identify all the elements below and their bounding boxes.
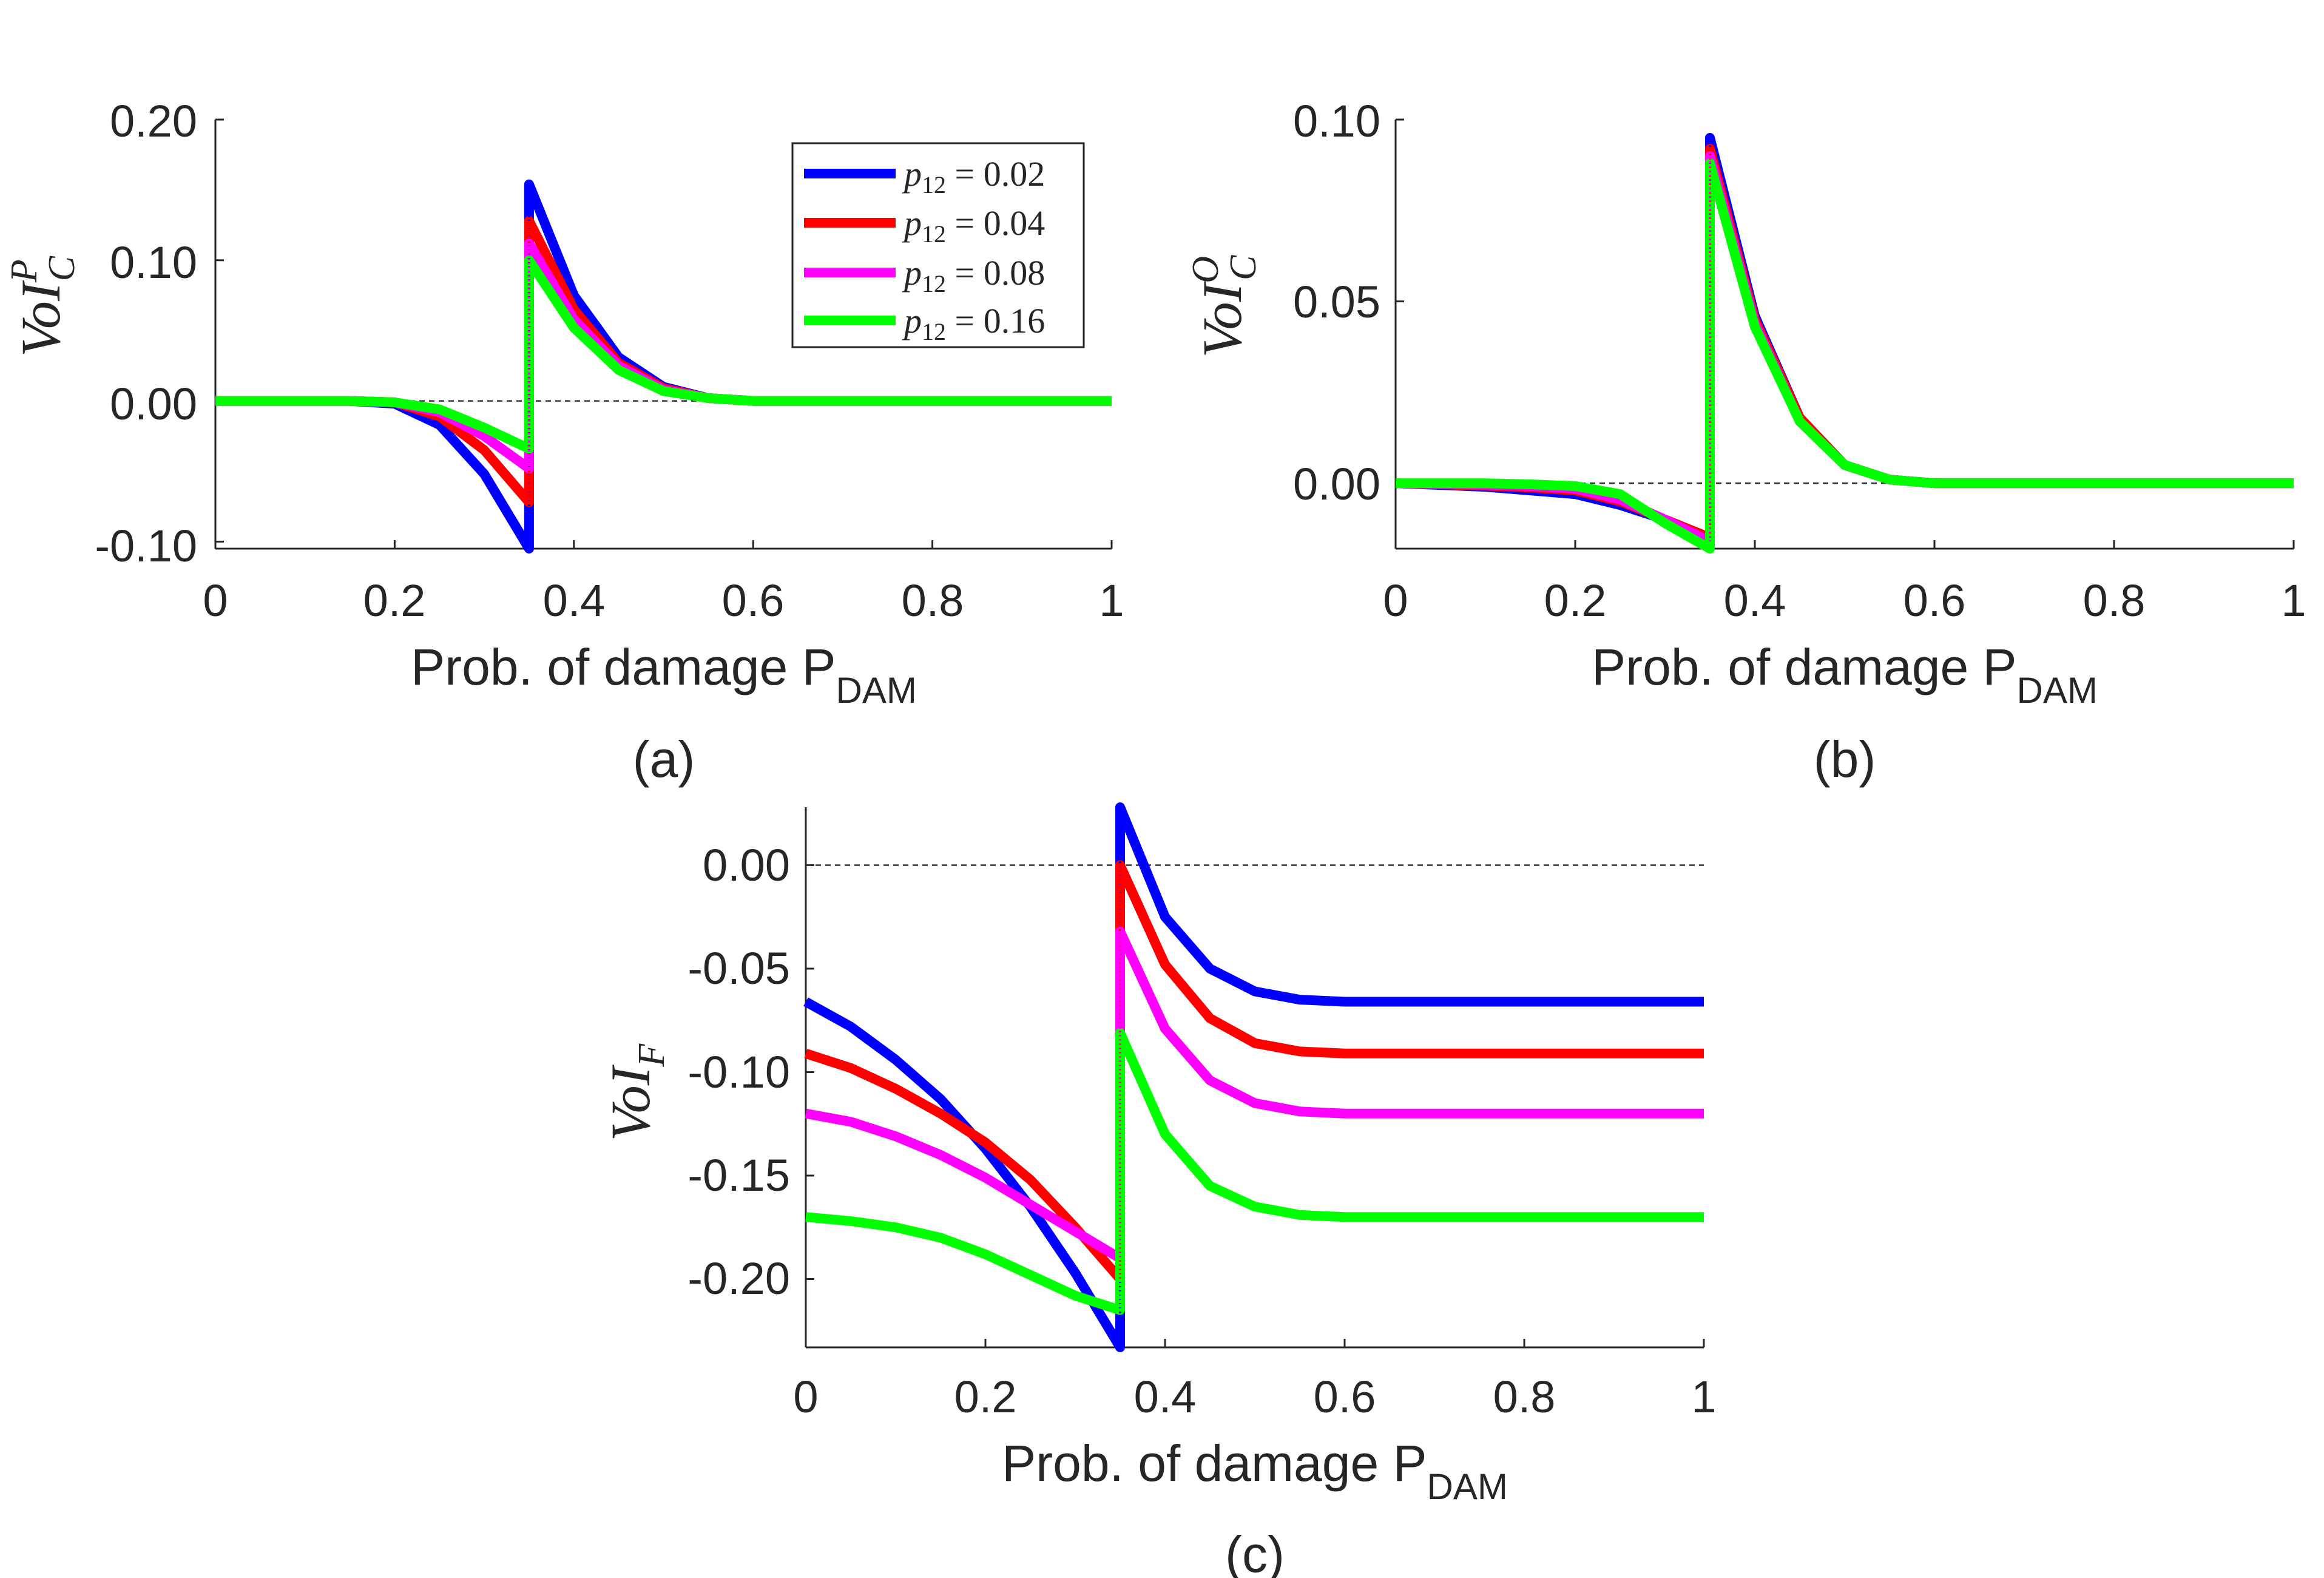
panel-caption: (a)	[633, 731, 695, 788]
x-tick-label: 0.4	[543, 575, 606, 626]
x-tick-label: 0.4	[1724, 575, 1786, 626]
panel-b-x-tick-labels: 0 0.2 0.4 0.6 0.8 1	[1383, 575, 2306, 626]
y-axis-label: VoIPC	[4, 256, 83, 357]
y-tick-label: 0.05	[1293, 277, 1380, 327]
x-tick-label: 0.6	[722, 575, 785, 626]
y-tick-label: 0.00	[110, 379, 197, 429]
y-tick-label: 0.20	[110, 96, 197, 146]
x-axis-label: Prob. of damage PDAM	[1592, 638, 2098, 711]
panel-c: 0.00 -0.05 -0.10 -0.15 -0.20 0 0.2 0.4 0…	[600, 802, 1717, 1578]
panel-a-axes	[214, 118, 1113, 550]
series-line	[1395, 133, 2294, 543]
legend-box	[791, 142, 1085, 348]
panel-c-series-layer	[803, 802, 1704, 1352]
panel-b: 0.10 0.05 0.00 0 0.2 0.4 0.6 0.8 1 Prob.…	[1185, 96, 2306, 788]
panel-b-axes	[1394, 118, 2295, 550]
x-tick-label: 0.4	[1134, 1372, 1197, 1422]
legend-label: p12 = 0.08	[902, 253, 1045, 297]
x-tick-label: 0.8	[902, 575, 964, 626]
x-tick-label: 0	[1383, 575, 1408, 626]
x-tick-label: 1	[1099, 575, 1124, 626]
x-tick-label: 0.2	[954, 1372, 1017, 1422]
x-tick-label: 0.2	[1544, 575, 1607, 626]
legend-label: p12 = 0.16	[902, 301, 1045, 345]
y-tick-label: -0.05	[687, 943, 790, 994]
legend-entry: p12 = 0.02	[804, 154, 1045, 198]
x-tick-label: 1	[2281, 575, 2306, 626]
x-axis-label: Prob. of damage PDAM	[411, 638, 917, 711]
legend-entry: p12 = 0.16	[804, 301, 1045, 345]
y-tick-label: -0.20	[687, 1253, 790, 1304]
legend: p12 = 0.02 p12 = 0.04 p12 = 0.08 p12 = 0…	[791, 142, 1085, 348]
series-line	[215, 255, 1112, 454]
y-tick-label: -0.10	[95, 521, 197, 571]
legend-label: p12 = 0.04	[902, 203, 1045, 248]
x-tick-label: 0.8	[1493, 1372, 1556, 1422]
series-line	[804, 860, 1704, 1284]
legend-label: p12 = 0.02	[902, 154, 1045, 198]
y-tick-label: 0.10	[110, 237, 197, 288]
panel-c-y-tick-labels: 0.00 -0.05 -0.10 -0.15 -0.20	[687, 840, 790, 1304]
x-tick-label: 0	[203, 575, 228, 626]
y-tick-label: -0.10	[687, 1047, 790, 1097]
panel-b-series-layer	[1395, 133, 2294, 554]
y-axis-label: VoIOC	[1185, 255, 1264, 357]
x-tick-label: 0.6	[1314, 1372, 1376, 1422]
series-line	[803, 802, 1704, 1352]
y-tick-label: 0.00	[1293, 459, 1380, 509]
legend-entry: p12 = 0.04	[804, 203, 1045, 248]
panel-caption: (c)	[1225, 1526, 1285, 1578]
x-axis-label: Prob. of damage PDAM	[1002, 1435, 1508, 1507]
panel-c-axes	[805, 807, 1705, 1349]
y-tick-label: 0.00	[703, 840, 790, 890]
x-tick-label: 1	[1691, 1372, 1716, 1422]
panel-caption: (b)	[1814, 731, 1876, 788]
panel-a-x-tick-labels: 0 0.2 0.4 0.6 0.8 1	[203, 575, 1124, 626]
y-axis-label: VoIF	[600, 1043, 672, 1142]
x-tick-label: 0.8	[2083, 575, 2146, 626]
y-tick-label: 0.10	[1293, 96, 1380, 146]
series-line	[1396, 158, 2294, 554]
panel-a-y-tick-labels: 0.20 0.10 0.00 -0.10	[95, 96, 197, 571]
series-line	[805, 926, 1704, 1264]
panel-a-series-layer	[215, 179, 1112, 554]
x-tick-label: 0.2	[363, 575, 426, 626]
panel-a: 0.20 0.10 0.00 -0.10 0 0.2 0.4 0.6 0.8 1…	[4, 96, 1124, 788]
panel-b-y-tick-labels: 0.10 0.05 0.00	[1293, 96, 1380, 509]
series-line	[805, 1028, 1704, 1315]
legend-entry: p12 = 0.08	[804, 253, 1045, 297]
y-tick-label: -0.15	[687, 1150, 790, 1200]
x-tick-label: 0	[793, 1372, 818, 1422]
x-tick-label: 0.6	[1903, 575, 1966, 626]
panel-c-x-tick-labels: 0 0.2 0.4 0.6 0.8 1	[793, 1372, 1716, 1422]
